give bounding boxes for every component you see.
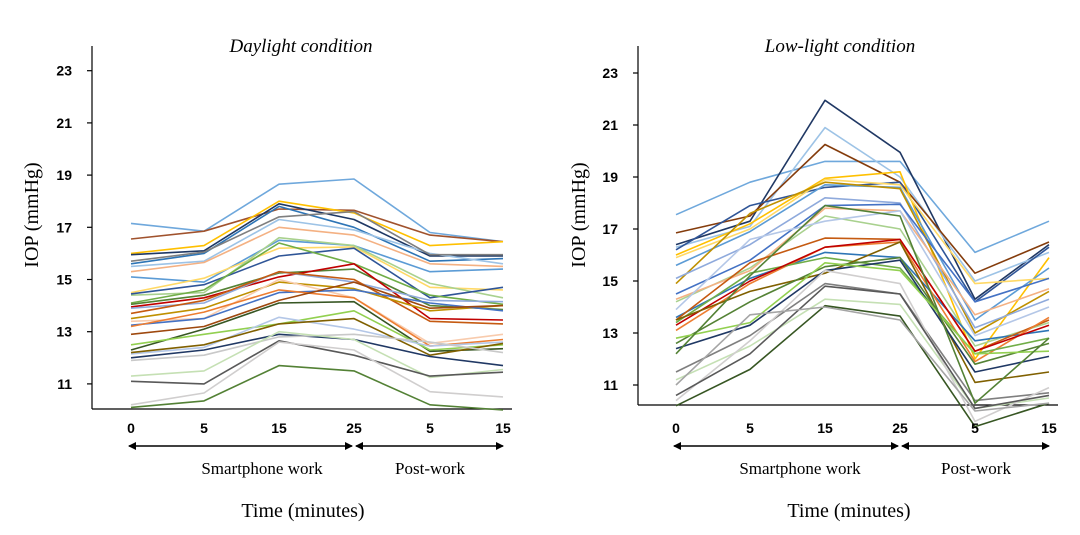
y-tick-label: 23 xyxy=(56,63,72,79)
y-tick-label: 13 xyxy=(56,324,72,340)
series-line-5 xyxy=(130,205,504,265)
series-line-14 xyxy=(675,210,1050,337)
series-line-8 xyxy=(130,226,504,273)
series-line-28 xyxy=(675,304,1050,428)
y-axis-title: IOP (mmHg) xyxy=(21,162,43,267)
series-line-26 xyxy=(675,269,1050,423)
low-light-chart: Low-light condition IOP (mmHg) Time (min… xyxy=(568,36,1058,522)
y-ticks: 11 13 15 17 19 21 23 xyxy=(56,63,92,392)
series-line-23 xyxy=(675,261,1050,355)
y-tick-label: 21 xyxy=(56,115,72,131)
series-line-20 xyxy=(675,241,1050,384)
series-line-21 xyxy=(675,256,1050,366)
series-line-24 xyxy=(130,309,504,351)
series-line-3 xyxy=(130,200,504,255)
series-line-24 xyxy=(675,282,1050,402)
x-tick-label: 15 xyxy=(495,420,511,436)
phase-label-post-work: Post-work xyxy=(941,459,1011,478)
series-line-9 xyxy=(675,181,1050,334)
y-tick-label: 17 xyxy=(56,219,72,235)
series-line-16 xyxy=(675,237,1050,353)
phase-label-smartphone-work: Smartphone work xyxy=(201,459,323,478)
series-line-18 xyxy=(675,256,1050,355)
series-line-16 xyxy=(130,270,504,309)
series-line-22 xyxy=(675,259,1050,373)
x-axis-title: Time (minutes) xyxy=(787,500,910,522)
series-line-25 xyxy=(130,316,504,355)
x-tick-label: 5 xyxy=(746,420,754,436)
x-tick-label: 25 xyxy=(892,420,908,436)
y-tick-label: 19 xyxy=(56,167,72,183)
x-tick-label: 25 xyxy=(346,420,362,436)
y-ticks: 11 13 15 17 19 21 23 xyxy=(602,65,638,393)
series-line-30 xyxy=(130,339,504,385)
y-tick-label: 19 xyxy=(602,169,618,185)
chart-title: Daylight condition xyxy=(228,36,372,57)
y-tick-label: 11 xyxy=(57,376,72,392)
series-line-17 xyxy=(130,270,504,325)
series-line-30 xyxy=(675,204,1050,405)
series-layer xyxy=(130,178,504,411)
series-line-18 xyxy=(130,281,504,320)
x-tick-label: 15 xyxy=(817,420,833,436)
y-tick-label: 15 xyxy=(56,272,72,288)
series-line-15 xyxy=(675,251,1050,342)
series-line-11 xyxy=(130,236,504,299)
x-tick-label: 0 xyxy=(672,420,680,436)
phase-label-post-work: Post-work xyxy=(395,459,465,478)
x-tick-label: 5 xyxy=(971,420,979,436)
series-line-10 xyxy=(130,246,504,294)
x-ticks: 0 5 15 25 5 15 xyxy=(672,420,1057,436)
series-line-13 xyxy=(675,207,1050,316)
y-tick-label: 17 xyxy=(602,221,618,237)
series-line-4 xyxy=(675,143,1050,275)
series-line-12 xyxy=(675,215,1050,347)
series-line-26 xyxy=(130,317,504,357)
x-tick-label: 15 xyxy=(1041,420,1057,436)
y-tick-label: 15 xyxy=(602,273,618,289)
daylight-chart: Daylight condition IOP (mmHg) Time (minu… xyxy=(21,36,512,522)
series-line-27 xyxy=(130,333,504,367)
series-line-7 xyxy=(130,210,503,262)
y-axis-title: IOP (mmHg) xyxy=(568,162,590,267)
series-line-11 xyxy=(675,203,1050,303)
series-line-32 xyxy=(130,364,504,411)
x-tick-label: 5 xyxy=(200,420,208,436)
x-tick-label: 5 xyxy=(426,420,434,436)
series-line-31 xyxy=(130,341,504,406)
series-line-2 xyxy=(130,208,504,243)
phase-label-smartphone-work: Smartphone work xyxy=(739,459,861,478)
series-line-29 xyxy=(130,330,504,379)
series-line-4 xyxy=(130,203,503,257)
y-tick-label: 21 xyxy=(602,117,618,133)
series-line-27 xyxy=(675,285,1050,410)
x-tick-label: 0 xyxy=(127,420,135,436)
series-line-17 xyxy=(675,241,1050,363)
series-line-23 xyxy=(130,300,504,353)
y-tick-label: 23 xyxy=(602,65,618,81)
series-line-13 xyxy=(130,242,504,306)
series-line-8 xyxy=(675,178,1050,285)
series-line-22 xyxy=(130,281,504,336)
x-tick-label: 15 xyxy=(271,420,287,436)
series-line-29 xyxy=(675,306,1050,412)
y-tick-label: 13 xyxy=(602,325,618,341)
y-tick-label: 11 xyxy=(603,377,618,393)
x-axis-title: Time (minutes) xyxy=(241,500,364,522)
series-line-1 xyxy=(675,160,1050,254)
x-ticks: 0 5 15 25 5 15 xyxy=(127,420,511,436)
series-line-1 xyxy=(130,178,504,243)
series-layer xyxy=(675,99,1050,428)
series-line-15 xyxy=(130,262,504,321)
chart-title: Low-light condition xyxy=(764,36,915,57)
